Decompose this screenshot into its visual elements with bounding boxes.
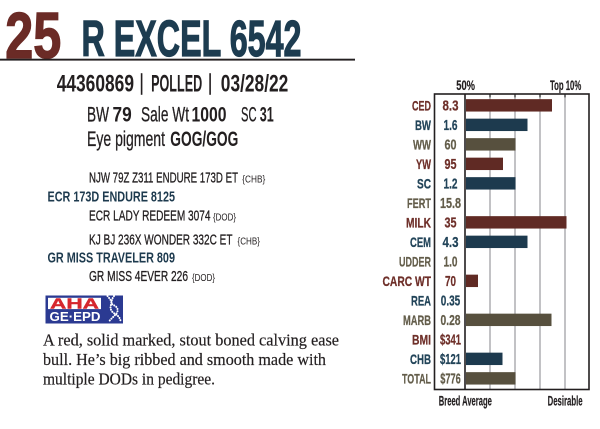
svg-text:CED: CED — [412, 97, 431, 113]
svg-text:FERT: FERT — [407, 195, 431, 211]
svg-text:REA: REA — [411, 292, 431, 308]
svg-text:CEM: CEM — [410, 234, 431, 250]
svg-text:50%: 50% — [456, 77, 475, 93]
svg-text:03/28/22: 03/28/22 — [221, 71, 288, 98]
svg-text:25: 25 — [5, 0, 61, 72]
svg-text:35: 35 — [445, 215, 457, 231]
svg-text:{CHB}: {CHB} — [242, 174, 266, 185]
svg-text:{CHB}: {CHB} — [238, 237, 261, 248]
svg-text:NJW 79Z Z311 ENDURE 173D ET: NJW 79Z Z311 ENDURE 173D ET — [89, 170, 238, 186]
svg-text:Eye pigment: Eye pigment — [87, 128, 165, 151]
svg-text:MILK: MILK — [406, 214, 431, 230]
svg-text:BW: BW — [415, 117, 432, 133]
svg-text:8.3: 8.3 — [443, 98, 459, 114]
svg-text:multiple DODs in pedigree.: multiple DODs in pedigree. — [43, 369, 215, 388]
svg-text:4.3: 4.3 — [443, 235, 459, 251]
svg-text:44360869: 44360869 — [57, 71, 134, 98]
svg-text:KJ BJ 236X WONDER 332C ET: KJ BJ 236X WONDER 332C ET — [89, 233, 233, 249]
svg-text:WW: WW — [413, 136, 432, 152]
svg-text:Sale Wt: Sale Wt — [141, 104, 189, 127]
svg-text:$341: $341 — [440, 332, 461, 348]
svg-text:1.6: 1.6 — [444, 118, 458, 134]
svg-text:CARC WT: CARC WT — [383, 273, 432, 289]
svg-text:R EXCEL 6542: R EXCEL 6542 — [82, 10, 302, 67]
svg-text:ECR LADY REDEEM 3074: ECR LADY REDEEM 3074 — [89, 209, 211, 225]
svg-text:1.0: 1.0 — [444, 254, 458, 270]
svg-text:ECR 173D ENDURE 8125: ECR 173D ENDURE 8125 — [48, 190, 176, 206]
svg-text:1000: 1000 — [192, 104, 227, 127]
svg-text:1.2: 1.2 — [444, 176, 458, 192]
svg-text:BW: BW — [87, 104, 109, 127]
svg-text:GR MISS 4EVER 226: GR MISS 4EVER 226 — [89, 269, 188, 285]
svg-text:$776: $776 — [440, 371, 461, 387]
svg-text:0.35: 0.35 — [441, 293, 461, 309]
svg-text:BMI: BMI — [412, 331, 431, 347]
svg-text:Breed Average: Breed Average — [439, 392, 492, 408]
svg-text:AHA: AHA — [50, 295, 99, 312]
svg-text:Desirable: Desirable — [548, 392, 583, 408]
svg-text:60: 60 — [445, 137, 457, 153]
svg-text:CHB: CHB — [410, 351, 431, 367]
svg-text:GOG/GOG: GOG/GOG — [170, 128, 238, 151]
svg-text:GE·EPD: GE·EPD — [50, 309, 101, 324]
svg-text:GR MISS TRAVELER 809: GR MISS TRAVELER 809 — [48, 251, 176, 267]
svg-text:79: 79 — [113, 104, 132, 127]
svg-text:Top 10%: Top 10% — [550, 77, 582, 93]
svg-text:YW: YW — [416, 156, 432, 172]
svg-text:UDDER: UDDER — [399, 253, 431, 269]
svg-text:TOTAL: TOTAL — [402, 370, 431, 386]
svg-text:POLLED: POLLED — [151, 71, 202, 98]
svg-text:15.8: 15.8 — [440, 196, 461, 212]
svg-text:{DOD}: {DOD} — [192, 273, 216, 284]
svg-text:{DOD}: {DOD} — [213, 213, 237, 224]
svg-text:70: 70 — [445, 274, 456, 290]
svg-text:MARB: MARB — [403, 312, 431, 328]
svg-text:A red, solid marked, stout bon: A red, solid marked, stout boned calving… — [43, 331, 339, 350]
svg-text:0.28: 0.28 — [441, 313, 461, 329]
svg-text:31: 31 — [260, 104, 274, 127]
svg-text:SC: SC — [417, 175, 431, 191]
svg-text:bull. He’s big ribbed and smoo: bull. He’s big ribbed and smooth made wi… — [43, 350, 326, 369]
svg-text:$121: $121 — [440, 352, 461, 368]
svg-text:95: 95 — [445, 157, 457, 173]
svg-text:SC: SC — [241, 104, 257, 127]
